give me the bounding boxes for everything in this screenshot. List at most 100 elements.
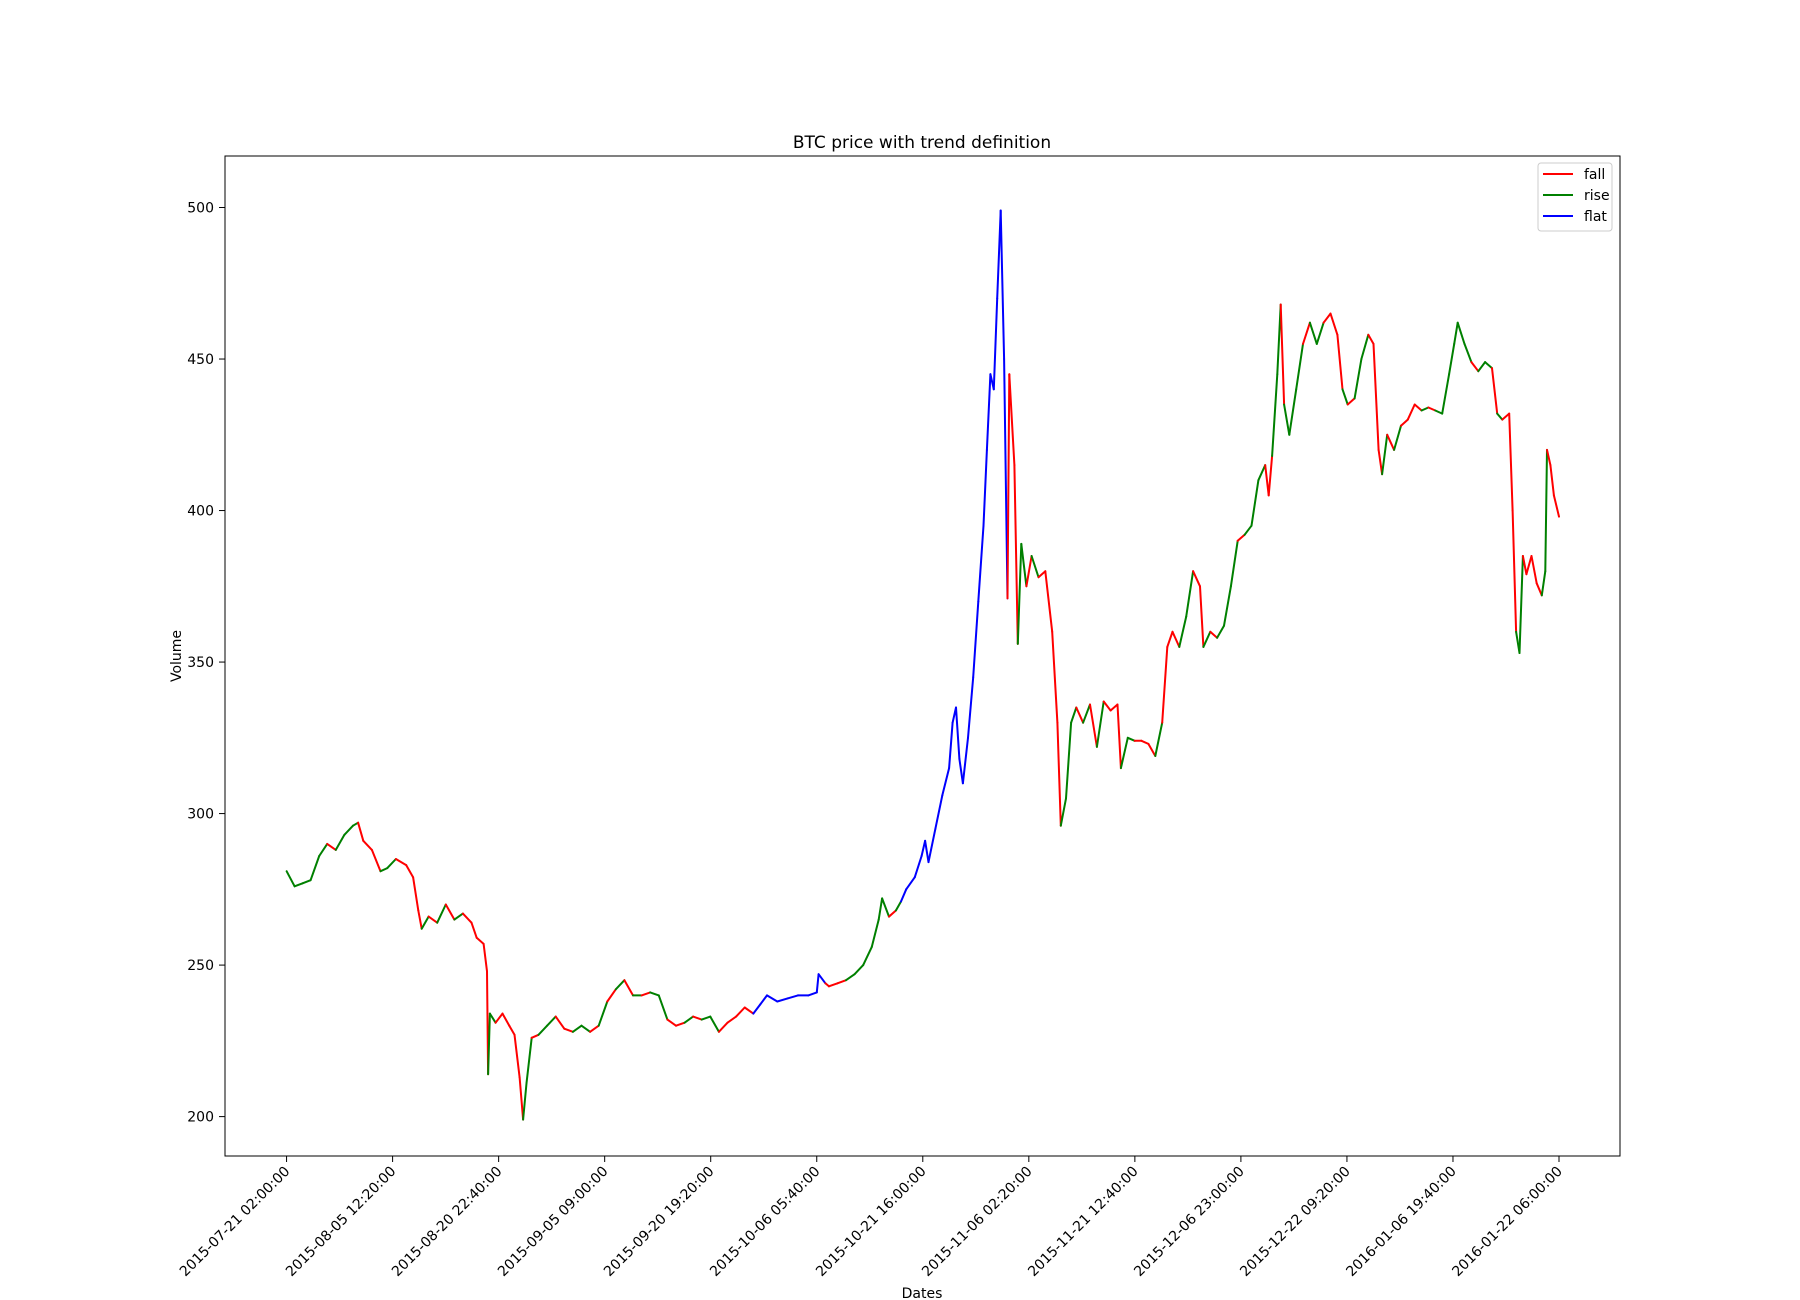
series-segment-rise [453, 912, 464, 921]
series-segment-rise [853, 964, 865, 976]
series-segment-rise [571, 1024, 583, 1033]
series-segment-fall [518, 1076, 525, 1121]
series-segment-fall [1264, 464, 1270, 497]
series-segment-fall [494, 1012, 504, 1024]
series-segment-fall [1140, 739, 1150, 745]
series-segment-fall [513, 1033, 521, 1079]
series-segment-fall [1089, 703, 1098, 748]
series-segment-fall [1491, 367, 1499, 415]
series-segment-rise [1295, 342, 1304, 391]
series-segment-rise [1223, 585, 1232, 627]
series-segment-flat [967, 676, 975, 739]
legend-label-flat: flat [1584, 209, 1607, 225]
y-axis: 200 250 300 350 400 450 500 [187, 201, 225, 1126]
legend-box [1537, 162, 1613, 232]
series-segment-fall [1400, 418, 1409, 427]
series-segment-flat [815, 973, 820, 994]
series-segment-fall [1161, 645, 1169, 724]
series-segment-fall [1109, 703, 1119, 712]
series-segment-fall [623, 979, 634, 997]
series-segment-rise [1484, 361, 1493, 370]
series-segment-rise [1393, 424, 1402, 451]
series-segment-fall [827, 982, 839, 988]
y-axis-label: Volume [169, 630, 185, 682]
series-segment-rise [1381, 433, 1389, 476]
series-segment-rise [334, 833, 346, 851]
series-segment-fall [470, 921, 478, 939]
series-segment-rise [1257, 464, 1267, 482]
series-segment-flat [961, 736, 969, 785]
series-segment-rise [700, 1015, 712, 1021]
series-segment-rise [488, 1012, 497, 1024]
series-segment-rise [1477, 361, 1487, 373]
series-segment-rise [614, 979, 626, 991]
series-segment-fall [1501, 412, 1511, 421]
series-segment-fall [1267, 455, 1274, 497]
series-segment-rise [657, 994, 669, 1021]
series-segment-flat [972, 600, 980, 679]
series-segment-flat [948, 721, 954, 770]
series-segment-rise [386, 858, 397, 870]
series-segment-rise [1420, 406, 1430, 412]
series-segment-rise [546, 1015, 557, 1027]
series-segment-rise [597, 1000, 609, 1027]
series-segment-rise [649, 991, 660, 997]
series-segment-rise [487, 1012, 491, 1076]
x-axis-label: Dates [902, 1286, 943, 1300]
series-segment-fall [1008, 373, 1016, 467]
series-segment-rise [870, 918, 880, 948]
series-segment-flat [934, 794, 944, 830]
series-segment-flat [905, 876, 916, 891]
series-segment-rise [894, 900, 902, 912]
series-segment-rise [1315, 321, 1325, 345]
series-segment-fall [1508, 412, 1514, 512]
series-segment-fall [1346, 397, 1356, 406]
series-segment-flat [913, 855, 923, 879]
series-segment-fall [461, 912, 473, 924]
series-segment-fall [675, 1021, 686, 1027]
series-segment-fall [1279, 303, 1286, 406]
series-segment-fall [1377, 448, 1384, 476]
series-segment-rise [293, 882, 304, 888]
plot-lines [285, 209, 1560, 1121]
series-segment-fall [1075, 706, 1085, 724]
legend: fall rise flat [1537, 162, 1613, 232]
series-segment-rise [420, 915, 430, 930]
series-segment-fall [743, 1006, 755, 1015]
series-segment-rise [1016, 542, 1023, 645]
y-tick-label: 200 [187, 1110, 214, 1126]
series-segment-flat [752, 1003, 762, 1015]
y-tick-label: 500 [187, 201, 214, 217]
series-segment-rise [1271, 373, 1279, 457]
series-segment-rise [1126, 736, 1136, 742]
series-segment-fall [1171, 630, 1181, 648]
series-segment-rise [1154, 721, 1164, 757]
series-segment-rise [1283, 403, 1291, 436]
series-segment-rise [1202, 630, 1212, 648]
series-segment-rise [1453, 321, 1459, 345]
y-tick-label: 400 [187, 504, 214, 520]
series-segment-fall [427, 915, 439, 924]
series-segment-fall [836, 979, 847, 985]
y-tick-label: 300 [187, 807, 214, 823]
series-segment-rise [1441, 373, 1451, 415]
series-segment-rise [1308, 321, 1318, 345]
series-segment-rise [1518, 555, 1524, 654]
series-segment-flat [985, 373, 992, 451]
series-segment-fall [1192, 570, 1201, 588]
series-segment-fall [357, 821, 365, 842]
series-segment-rise [1288, 388, 1298, 436]
series-segment-flat [999, 209, 1006, 360]
series-segment-rise [1020, 542, 1028, 588]
series-segment-rise [1178, 615, 1188, 648]
series-segment-rise [709, 1015, 720, 1033]
series-segment-fall [1102, 700, 1112, 712]
series-segment-fall [1470, 361, 1480, 373]
series-segment-flat [786, 994, 799, 1000]
series-segment-fall [888, 909, 897, 918]
series-segment-fall [1406, 403, 1416, 421]
series-segment-fall [1051, 630, 1059, 724]
y-tick-label: 350 [187, 655, 214, 671]
chart-title: BTC price with trend definition [793, 133, 1051, 153]
